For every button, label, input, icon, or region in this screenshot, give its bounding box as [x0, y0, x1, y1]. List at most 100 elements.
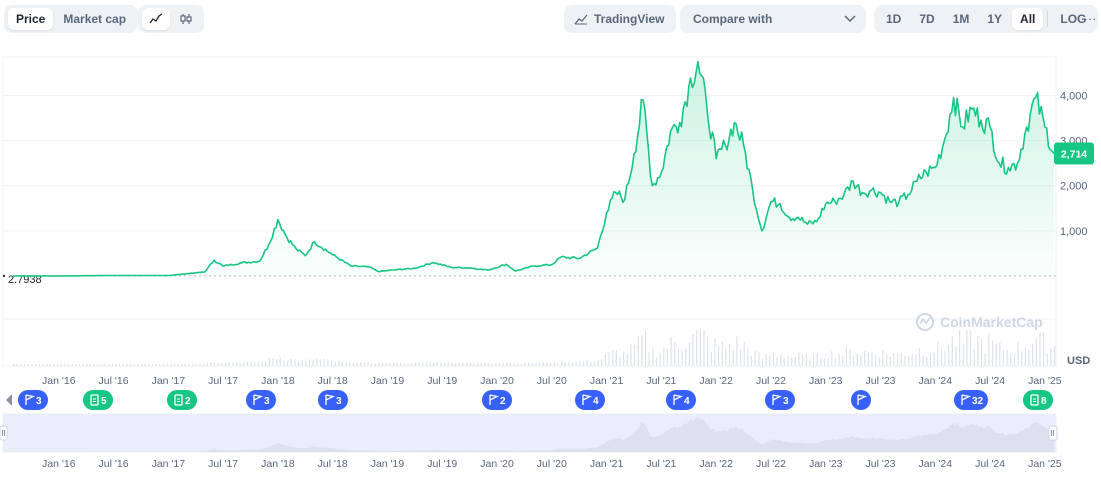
volume-bar [612, 350, 614, 366]
volume-bar [287, 360, 289, 366]
candlestick-icon[interactable] [172, 8, 200, 30]
volume-bar [685, 348, 687, 366]
event-marker[interactable]: 3 [765, 390, 795, 410]
volume-bar [1017, 342, 1019, 366]
market-cap-tab[interactable]: Market cap [63, 12, 127, 26]
x-tick-label: Jan '21 [590, 375, 624, 387]
flag-icon [673, 394, 683, 405]
volume-bar [809, 359, 811, 366]
volume-bar [133, 363, 135, 366]
volume-bar [130, 363, 132, 366]
event-marker[interactable]: 3 [318, 390, 348, 410]
navigator-handle-right[interactable] [1048, 425, 1058, 441]
volume-bar [46, 364, 48, 366]
x-tick-label: Jan '17 [152, 375, 186, 387]
navigator-x-tick-label: Jul '16 [99, 458, 129, 470]
navigator-series [13, 416, 1055, 452]
volume-bar [49, 364, 51, 366]
start-price-marker [3, 274, 5, 277]
line-chart-icon[interactable] [142, 8, 170, 30]
volume-bar [937, 341, 939, 366]
volume-bar [889, 356, 891, 366]
volume-bar [590, 361, 592, 366]
volume-bar [955, 346, 957, 366]
tradingview-button[interactable]: TradingView [564, 5, 677, 33]
navigator-x-tick-label: Jul '18 [318, 458, 348, 470]
x-tick-label: Jul '19 [427, 375, 457, 387]
event-marker[interactable]: 2 [482, 390, 512, 410]
volume-bar [758, 352, 760, 366]
volume-bar [57, 364, 59, 366]
volume-bar [159, 363, 161, 366]
range-7d[interactable]: 7D [919, 12, 935, 26]
volume-bar [89, 363, 91, 366]
volume-bar [860, 355, 862, 366]
volume-bar [495, 363, 497, 366]
range-1m[interactable]: 1M [952, 12, 970, 26]
volume-bar [283, 360, 285, 366]
event-count: 3 [36, 396, 42, 407]
event-marker[interactable]: 4 [575, 390, 605, 410]
volume-bar [78, 364, 81, 366]
volume-bar [973, 349, 975, 366]
volume-bar [199, 363, 201, 366]
event-marker[interactable]: 5 [83, 390, 113, 410]
log-scale-button[interactable]: LOG [1060, 12, 1087, 26]
volume-bar [816, 352, 818, 366]
volume-bar [243, 361, 245, 366]
document-icon [90, 394, 99, 406]
volume-bar [1046, 353, 1048, 366]
event-marker[interactable]: 32 [954, 390, 988, 410]
events-scroll-left-icon[interactable] [6, 394, 12, 406]
volume-bar [396, 363, 398, 366]
volume-bar [217, 363, 219, 366]
volume-bar [619, 357, 621, 366]
volume-bar [305, 360, 307, 366]
event-marker[interactable]: 4 [666, 390, 696, 410]
volume-bar [615, 350, 617, 366]
navigator-handle-left[interactable] [0, 425, 8, 441]
range-all[interactable]: All [1012, 8, 1044, 30]
volume-bar [418, 362, 420, 366]
volume-bar [462, 362, 464, 366]
volume-bar [108, 363, 110, 366]
volume-bar [228, 362, 230, 366]
volume-bar [681, 350, 683, 366]
volume-bar [338, 360, 340, 366]
x-tick-label: Jan '16 [42, 375, 76, 387]
volume-bar [141, 363, 143, 366]
flag-icon [25, 394, 35, 405]
flag-icon [489, 394, 499, 405]
event-marker[interactable]: 8 [1023, 390, 1053, 410]
volume-bar [111, 363, 113, 366]
volume-bar [674, 341, 676, 366]
event-marker[interactable]: 3 [246, 390, 276, 410]
volume-bar [246, 361, 249, 366]
navigator [0, 413, 1058, 453]
x-tick-label: Jan '18 [261, 375, 295, 387]
volume-bar [769, 355, 771, 366]
volume-bar [265, 361, 267, 366]
volume-bar [407, 363, 409, 366]
navigator-x-tick-label: Jul '17 [208, 458, 238, 470]
more-options-icon[interactable]: ··· [1083, 11, 1097, 26]
volume-bar [710, 352, 712, 366]
volume-bar [35, 364, 37, 366]
volume-bar [24, 364, 26, 366]
volume-bar [235, 362, 238, 366]
volume-bar [714, 338, 716, 366]
event-marker[interactable] [851, 390, 871, 410]
volume-bar [791, 357, 793, 366]
event-marker[interactable]: 2 [167, 390, 197, 410]
volume-bar [257, 362, 259, 366]
volume-bar [447, 362, 449, 366]
price-tab[interactable]: Price [8, 8, 54, 30]
range-1y[interactable]: 1Y [987, 12, 1003, 26]
compare-with-dropdown[interactable]: Compare with [680, 5, 866, 33]
range-1d[interactable]: 1D [886, 12, 902, 26]
volume-bar [38, 364, 40, 366]
navigator-x-tick-label: Jul '24 [975, 458, 1005, 470]
volume-bar [637, 335, 639, 366]
volume-bar [670, 336, 672, 366]
event-marker[interactable]: 3 [18, 390, 48, 410]
